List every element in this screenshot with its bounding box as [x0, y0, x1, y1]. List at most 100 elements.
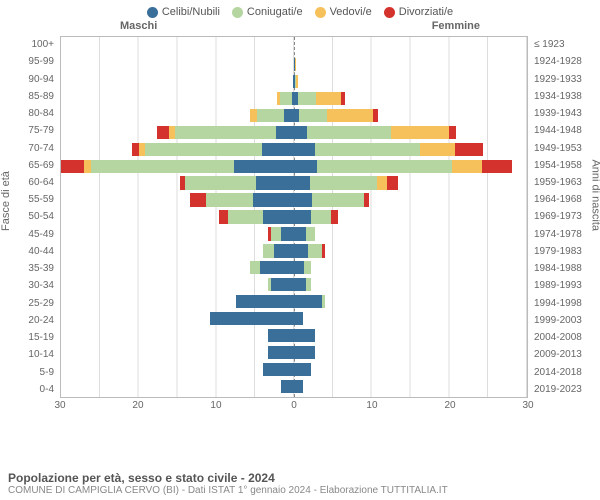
x-tick: 30	[522, 400, 533, 411]
stacked-bar	[294, 75, 325, 88]
plot-area	[60, 36, 528, 398]
female-half	[294, 192, 527, 209]
bar-segment	[281, 227, 294, 240]
stacked-bar	[294, 58, 310, 71]
bar-segment	[281, 380, 294, 393]
birth-label: 2019-2023	[530, 381, 600, 398]
bar-segment	[310, 176, 377, 189]
legend-item: Divorziati/e	[384, 6, 453, 18]
bar-segment	[294, 363, 311, 376]
bar-segment	[236, 295, 294, 308]
male-half	[61, 259, 294, 276]
female-half	[294, 158, 527, 175]
age-label: 30-34	[0, 277, 58, 294]
birth-label: 1934-1938	[530, 88, 600, 105]
bar-segment	[280, 92, 292, 105]
age-label: 20-24	[0, 312, 58, 329]
chart-title: Popolazione per età, sesso e stato civil…	[8, 471, 592, 485]
x-axis: 3020100102030	[60, 400, 528, 416]
female-half	[294, 141, 527, 158]
stacked-bar	[294, 363, 356, 376]
bar-segment	[250, 109, 257, 122]
bar-segment	[316, 92, 341, 105]
bar-segment	[271, 227, 281, 240]
male-half	[61, 175, 294, 192]
female-half	[294, 293, 527, 310]
stacked-bar	[216, 278, 294, 291]
age-label: 45-49	[0, 226, 58, 243]
female-half	[294, 276, 527, 293]
bar-segment	[327, 109, 374, 122]
birth-label: ≤ 1923	[530, 36, 600, 53]
bar-segment	[263, 210, 294, 223]
legend-dot	[384, 7, 395, 18]
stacked-bar	[294, 210, 395, 223]
female-half	[294, 327, 527, 344]
pyramid-row	[61, 175, 527, 192]
bar-segment	[294, 143, 315, 156]
stacked-bar	[294, 312, 341, 325]
bar-segment	[364, 193, 368, 206]
bar-segment	[455, 143, 483, 156]
legend-item: Vedovi/e	[315, 6, 372, 18]
male-half	[61, 73, 294, 90]
birth-label: 1924-1928	[530, 53, 600, 70]
age-label: 85-89	[0, 88, 58, 105]
population-pyramid-chart: Fasce di età Anni di nascita 100+95-9990…	[0, 36, 600, 426]
age-label: 35-39	[0, 260, 58, 277]
male-half	[61, 344, 294, 361]
x-tick: 10	[210, 400, 221, 411]
bar-rows	[61, 39, 527, 395]
male-half	[61, 158, 294, 175]
legend-label: Coniugati/e	[247, 6, 303, 18]
age-label: 0-4	[0, 381, 58, 398]
y-axis-age-labels: 100+95-9990-9485-8980-8475-7970-7465-696…	[0, 36, 58, 398]
bar-segment	[306, 278, 310, 291]
female-half	[294, 378, 527, 395]
stacked-bar	[209, 363, 294, 376]
bar-segment	[175, 126, 276, 139]
stacked-bar	[100, 143, 294, 156]
age-label: 15-19	[0, 329, 58, 346]
bar-segment	[391, 126, 449, 139]
bar-segment	[271, 278, 294, 291]
stacked-bar	[162, 210, 294, 223]
age-label: 10-14	[0, 346, 58, 363]
age-label: 65-69	[0, 157, 58, 174]
bar-segment	[322, 244, 325, 257]
stacked-bar	[131, 176, 294, 189]
stacked-bar	[294, 329, 364, 342]
y-axis-birth-labels: ≤ 19231924-19281929-19331934-19381939-19…	[530, 36, 600, 398]
legend-label: Celibi/Nubili	[162, 6, 220, 18]
pyramid-row	[61, 209, 527, 226]
male-half	[61, 124, 294, 141]
stacked-bar	[294, 227, 364, 240]
male-half	[61, 225, 294, 242]
bar-segment	[304, 261, 310, 274]
bar-segment	[317, 160, 452, 173]
bar-segment	[284, 109, 294, 122]
stacked-bar	[294, 380, 341, 393]
pyramid-row	[61, 361, 527, 378]
legend-label: Vedovi/e	[330, 6, 372, 18]
bar-segment	[190, 193, 206, 206]
bar-segment	[294, 312, 303, 325]
stacked-bar	[294, 261, 356, 274]
age-label: 100+	[0, 36, 58, 53]
age-label: 80-84	[0, 105, 58, 122]
male-half	[61, 276, 294, 293]
bar-segment	[262, 143, 294, 156]
bar-segment	[260, 261, 294, 274]
bar-segment	[294, 380, 303, 393]
x-tick: 30	[54, 400, 65, 411]
female-half	[294, 107, 527, 124]
male-half	[61, 293, 294, 310]
pyramid-row	[61, 259, 527, 276]
male-half	[61, 327, 294, 344]
bar-segment	[482, 160, 512, 173]
pyramid-row	[61, 242, 527, 259]
bar-segment	[276, 126, 294, 139]
stacked-bar	[193, 261, 294, 274]
chart-subtitle: COMUNE DI CAMPIGLIA CERVO (BI) - Dati IS…	[8, 485, 592, 496]
stacked-bar	[294, 92, 403, 105]
